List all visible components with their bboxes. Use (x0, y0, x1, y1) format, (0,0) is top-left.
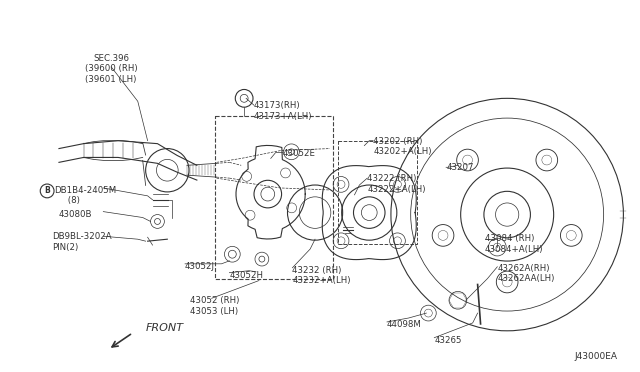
Text: 43207: 43207 (446, 163, 474, 172)
Text: 43052E: 43052E (283, 148, 316, 158)
Text: DB1B4-2405M
     (8): DB1B4-2405M (8) (54, 186, 116, 205)
Bar (338, 141, 417, 244)
Text: 43052J: 43052J (185, 262, 215, 271)
Text: 43052H: 43052H (229, 271, 264, 280)
Bar (214, 116, 333, 279)
Text: J43000EA: J43000EA (575, 353, 618, 362)
Text: 43262A(RH)
43262AA(LH): 43262A(RH) 43262AA(LH) (497, 264, 555, 283)
Text: FRONT: FRONT (146, 323, 184, 333)
Text: 43052 (RH)
43053 (LH): 43052 (RH) 43053 (LH) (190, 296, 239, 316)
Text: 43232 (RH)
43232+A(LH): 43232 (RH) 43232+A(LH) (292, 266, 351, 285)
Text: DB9BL-3202A
PIN(2): DB9BL-3202A PIN(2) (52, 232, 112, 252)
Text: SEC.396
(39600 (RH)
(39601 (LH): SEC.396 (39600 (RH) (39601 (LH) (85, 54, 138, 84)
Text: 43173(RH)
43173+A(LH): 43173(RH) 43173+A(LH) (254, 101, 312, 121)
Text: B: B (44, 186, 50, 195)
Text: 43265: 43265 (435, 336, 462, 345)
Text: 43084 (RH)
43084+A(LH): 43084 (RH) 43084+A(LH) (484, 234, 543, 254)
Text: 43222 (RH)
43222+A(LH): 43222 (RH) 43222+A(LH) (367, 174, 426, 193)
Text: 43080B: 43080B (59, 210, 92, 219)
Text: 43202 (RH)
43202+A(LH): 43202 (RH) 43202+A(LH) (373, 137, 432, 156)
Text: 44098M: 44098M (387, 320, 422, 329)
